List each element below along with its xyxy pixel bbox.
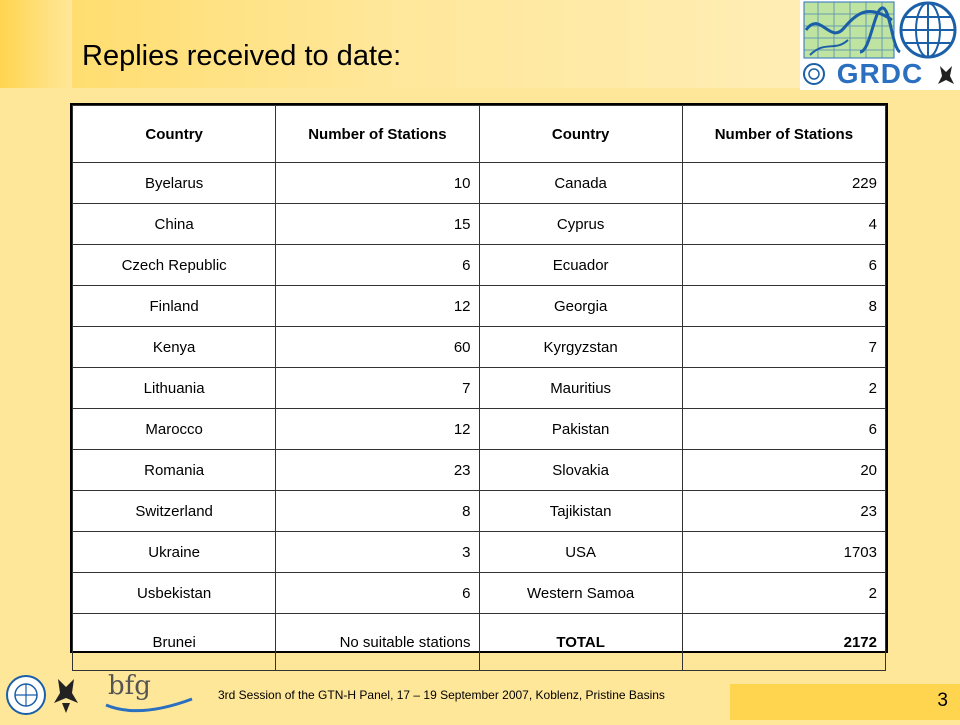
replies-table-container: Country Number of Stations Country Numbe… bbox=[70, 103, 888, 671]
grdc-logo bbox=[800, 0, 960, 90]
cell-stations: 60 bbox=[275, 326, 480, 368]
cell-country: Mauritius bbox=[478, 367, 683, 409]
cell-stations: 3 bbox=[275, 531, 480, 573]
cell-stations: 6 bbox=[681, 408, 887, 450]
cell-stations: 20 bbox=[681, 449, 887, 491]
cell-country: Ukraine bbox=[71, 531, 277, 573]
cell-country: Byelarus bbox=[71, 162, 277, 204]
cell-country: Brunei bbox=[71, 613, 277, 671]
cell-country: USA bbox=[478, 531, 683, 573]
grdc-logo-text: GRDC bbox=[836, 58, 924, 89]
grdc-logo-graphic bbox=[803, 1, 957, 85]
table-row: Romania 23 Slovakia 20 bbox=[71, 449, 887, 491]
footer-logos: bfg bbox=[0, 665, 200, 720]
table-row: Usbekistan 6 Western Samoa 2 bbox=[71, 572, 887, 614]
cell-stations: 6 bbox=[681, 244, 887, 286]
table-row: Ukraine 3 USA 1703 bbox=[71, 531, 887, 573]
cell-stations: 6 bbox=[275, 244, 480, 286]
cell-country: Ecuador bbox=[478, 244, 683, 286]
table-row-total: Brunei No suitable stations TOTAL 2172 bbox=[71, 613, 887, 671]
table-row: Switzerland 8 Tajikistan 23 bbox=[71, 490, 887, 532]
cell-country: Slovakia bbox=[478, 449, 683, 491]
cell-country: Kenya bbox=[71, 326, 277, 368]
cell-country: Lithuania bbox=[71, 367, 277, 409]
cell-total-label: TOTAL bbox=[478, 613, 683, 671]
cell-stations-note: No suitable stations bbox=[275, 613, 480, 671]
cell-country: Kyrgyzstan bbox=[478, 326, 683, 368]
page-number: 3 bbox=[937, 690, 948, 711]
header-country-2: Country bbox=[478, 105, 683, 163]
header-stations-1: Number of Stations bbox=[275, 105, 480, 163]
cell-country: Pakistan bbox=[478, 408, 683, 450]
cell-stations: 23 bbox=[275, 449, 480, 491]
cell-stations: 6 bbox=[275, 572, 480, 614]
cell-stations: 2 bbox=[681, 367, 887, 409]
table-row: Lithuania 7 Mauritius 2 bbox=[71, 367, 887, 409]
cell-country: Cyprus bbox=[478, 203, 683, 245]
cell-stations: 1703 bbox=[681, 531, 887, 573]
slide-title: Replies received to date: bbox=[82, 40, 402, 72]
cell-stations: 4 bbox=[681, 203, 887, 245]
cell-total-value: 2172 bbox=[681, 613, 887, 671]
table-row: Czech Republic 6 Ecuador 6 bbox=[71, 244, 887, 286]
cell-country: Czech Republic bbox=[71, 244, 277, 286]
header-country-1: Country bbox=[71, 105, 277, 163]
cell-stations: 7 bbox=[275, 367, 480, 409]
cell-country: Marocco bbox=[71, 408, 277, 450]
footer-logos-graphic bbox=[6, 675, 193, 715]
cell-stations: 2 bbox=[681, 572, 887, 614]
cell-stations: 12 bbox=[275, 285, 480, 327]
cell-country: Switzerland bbox=[71, 490, 277, 532]
page-number-box: 3 bbox=[730, 684, 960, 720]
header-accent-stripe bbox=[0, 0, 72, 88]
cell-stations: 12 bbox=[275, 408, 480, 450]
table-row: Finland 12 Georgia 8 bbox=[71, 285, 887, 327]
cell-stations: 7 bbox=[681, 326, 887, 368]
cell-country: Finland bbox=[71, 285, 277, 327]
bfg-logo-text: bfg bbox=[108, 671, 151, 701]
cell-stations: 15 bbox=[275, 203, 480, 245]
cell-country: Tajikistan bbox=[478, 490, 683, 532]
cell-country: Usbekistan bbox=[71, 572, 277, 614]
cell-country: China bbox=[71, 203, 277, 245]
cell-country: Georgia bbox=[478, 285, 683, 327]
cell-stations: 8 bbox=[275, 490, 480, 532]
footer-text: 3rd Session of the GTN-H Panel, 17 – 19 … bbox=[218, 688, 665, 702]
cell-country: Western Samoa bbox=[478, 572, 683, 614]
cell-stations: 10 bbox=[275, 162, 480, 204]
cell-stations: 23 bbox=[681, 490, 887, 532]
cell-country: Canada bbox=[478, 162, 683, 204]
cell-stations: 8 bbox=[681, 285, 887, 327]
cell-stations: 229 bbox=[681, 162, 887, 204]
table-row: Byelarus 10 Canada 229 bbox=[71, 162, 887, 204]
header-stations-2: Number of Stations bbox=[681, 105, 887, 163]
table-header-row: Country Number of Stations Country Numbe… bbox=[71, 105, 887, 163]
replies-table: Country Number of Stations Country Numbe… bbox=[71, 105, 887, 671]
table-row: China 15 Cyprus 4 bbox=[71, 203, 887, 245]
table-row: Marocco 12 Pakistan 6 bbox=[71, 408, 887, 450]
cell-country: Romania bbox=[71, 449, 277, 491]
table-row: Kenya 60 Kyrgyzstan 7 bbox=[71, 326, 887, 368]
